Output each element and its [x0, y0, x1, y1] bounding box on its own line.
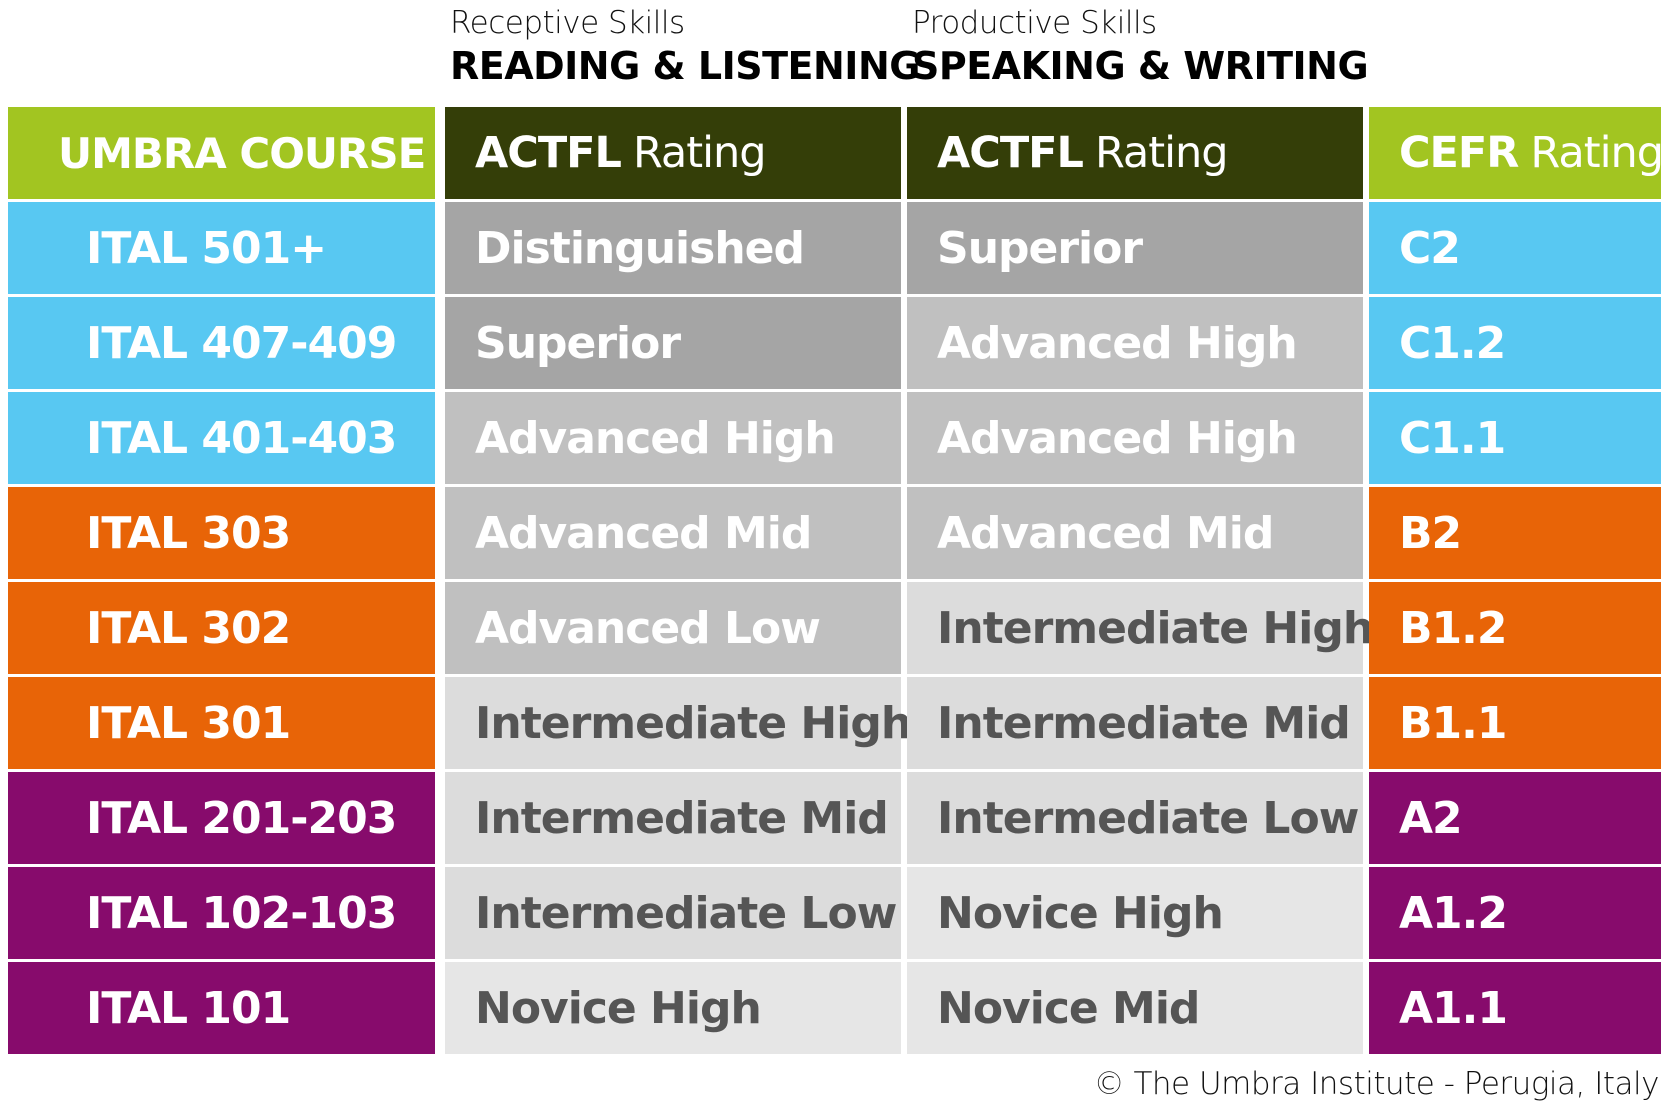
course-cell: ITAL 501+: [8, 202, 435, 294]
reading-listening-rating-cell: Advanced High: [445, 392, 901, 484]
course-cell: ITAL 101: [8, 962, 435, 1054]
reading-listening-rating-cell: Superior: [445, 297, 901, 389]
copyright-footer: © The Umbra Institute - Perugia, Italy: [1093, 1066, 1660, 1102]
receptive-skills-heading: Receptive Skills READING & LISTENING: [450, 4, 920, 90]
cefr-rating-cell: B2: [1369, 487, 1661, 579]
reading-listening-rating-cell: Intermediate Mid: [445, 772, 901, 864]
cefr-label: CEFR: [1399, 128, 1519, 178]
speaking-writing-rating-cell: Advanced High: [907, 392, 1363, 484]
actfl-rating-header-reading: ACTFL Rating: [445, 107, 901, 199]
speaking-writing-column: ACTFL Rating Superior Advanced High Advance…: [907, 107, 1374, 1057]
reading-listening-rating-cell: Intermediate High: [445, 677, 912, 769]
reading-listening-rating-cell: Advanced Mid: [445, 487, 901, 579]
speaking-writing-rating-cell: Advanced High: [907, 297, 1363, 389]
reading-listening-title: READING & LISTENING: [450, 44, 920, 88]
course-cell: ITAL 102-103: [8, 867, 435, 959]
cefr-column: CEFR Rating C2 C1.2 C1.1 B2 B1.2 B1.1 A2 A1.2 A1.…: [1369, 107, 1664, 1057]
speaking-writing-rating-cell: Intermediate Low: [907, 772, 1363, 864]
speaking-writing-rating-cell: Intermediate High: [907, 582, 1374, 674]
course-cell: ITAL 301: [8, 677, 435, 769]
speaking-writing-title: SPEAKING & WRITING: [912, 44, 1369, 88]
reading-listening-rating-cell: Novice High: [445, 962, 901, 1054]
rating-label: Rating: [1530, 128, 1664, 178]
cefr-rating-cell: A2: [1369, 772, 1661, 864]
cefr-rating-cell: A1.2: [1369, 867, 1661, 959]
course-cell: ITAL 303: [8, 487, 435, 579]
actfl-label: ACTFL: [937, 128, 1084, 178]
cefr-rating-cell: C1.2: [1369, 297, 1661, 389]
productive-skills-subtitle: Productive Skills: [912, 5, 1157, 41]
cefr-rating-cell: A1.1: [1369, 962, 1661, 1054]
umbra-course-column: UMBRA COURSE ITAL 501+ ITAL 407-409 ITAL 4…: [8, 107, 435, 1057]
reading-listening-column: ACTFL Rating Distinguished Superior Advance…: [445, 107, 912, 1057]
cefr-rating-cell: C1.1: [1369, 392, 1661, 484]
cefr-rating-cell: B1.2: [1369, 582, 1661, 674]
course-cell: ITAL 401-403: [8, 392, 435, 484]
reading-listening-rating-cell: Advanced Low: [445, 582, 901, 674]
course-cell: ITAL 201-203: [8, 772, 435, 864]
speaking-writing-rating-cell: Novice Mid: [907, 962, 1363, 1054]
rating-label: Rating: [632, 128, 767, 178]
course-cell: ITAL 407-409: [8, 297, 435, 389]
reading-listening-rating-cell: Distinguished: [445, 202, 901, 294]
actfl-rating-header-speaking: ACTFL Rating: [907, 107, 1363, 199]
course-cell: ITAL 302: [8, 582, 435, 674]
speaking-writing-rating-cell: Advanced Mid: [907, 487, 1363, 579]
reading-listening-rating-cell: Intermediate Low: [445, 867, 901, 959]
rating-label: Rating: [1094, 128, 1229, 178]
speaking-writing-rating-cell: Superior: [907, 202, 1363, 294]
cefr-rating-cell: B1.1: [1369, 677, 1661, 769]
receptive-skills-subtitle: Receptive Skills: [450, 5, 685, 41]
productive-skills-heading: Productive Skills SPEAKING & WRITING: [912, 4, 1369, 90]
speaking-writing-rating-cell: Intermediate Mid: [907, 677, 1363, 769]
umbra-course-header: UMBRA COURSE: [8, 107, 435, 199]
cefr-rating-cell: C2: [1369, 202, 1661, 294]
speaking-writing-rating-cell: Novice High: [907, 867, 1363, 959]
actfl-label: ACTFL: [475, 128, 622, 178]
cefr-rating-header: CEFR Rating: [1369, 107, 1664, 199]
